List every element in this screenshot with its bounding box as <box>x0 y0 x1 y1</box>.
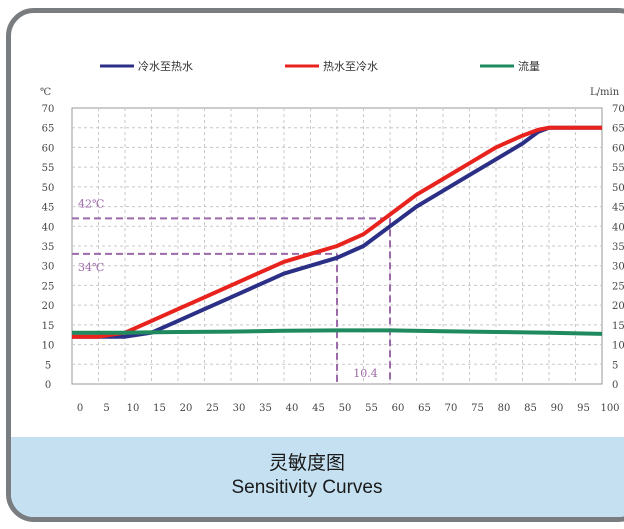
y-axis-right-unit: L/min <box>590 87 620 98</box>
annotation-label-34: 34℃ <box>78 261 104 274</box>
y-tick-label-right: 55 <box>612 163 624 174</box>
x-tick-label: 5 <box>103 403 109 414</box>
x-tick-label: 30 <box>233 403 246 414</box>
tick-labels: 0 5 10 15 20 25 30 35 40 45 50 55 60 65 70 75 80 85 90 95 10… <box>42 104 624 414</box>
x-tick-label: 25 <box>206 403 219 414</box>
y-tick-label-right: 50 <box>612 183 624 194</box>
x-tick-label: 65 <box>418 403 431 414</box>
x-tick-label: 40 <box>286 403 299 414</box>
x-tick-label: 0 <box>77 403 83 414</box>
series-line-0 <box>72 125 602 339</box>
y-tick-label-right: 15 <box>612 321 624 332</box>
x-tick-label: 70 <box>445 403 458 414</box>
y-tick-label-right: 40 <box>612 222 624 233</box>
x-tick-label: 50 <box>339 403 352 414</box>
y-tick-label-left: 10 <box>42 341 55 352</box>
y-tick-label-right: 30 <box>612 262 624 273</box>
y-tick-label-right: 60 <box>612 143 624 154</box>
x-tick-label: 20 <box>180 403 193 414</box>
y-tick-label-right: 25 <box>612 281 624 292</box>
y-tick-label-left: 5 <box>45 360 51 371</box>
y-tick-label-left: 65 <box>42 124 55 135</box>
x-tick-label: 80 <box>498 403 511 414</box>
x-tick-label: 85 <box>524 403 537 414</box>
x-tick-label: 75 <box>471 403 484 414</box>
y-tick-label-right: 20 <box>612 301 624 312</box>
legend-label-0: 冷水至热水 <box>138 60 193 73</box>
series-lines <box>72 125 603 339</box>
y-tick-label-right: 0 <box>612 380 618 391</box>
x-tick-label: 15 <box>153 403 166 414</box>
y-tick-label-left: 25 <box>42 281 55 292</box>
y-axis-left-unit: ℃ <box>40 87 51 98</box>
annotation-label-delta: 10.4 <box>353 367 378 380</box>
y-tick-label-left: 0 <box>45 380 51 391</box>
x-tick-label: 55 <box>365 403 378 414</box>
series-line-1 <box>72 125 602 339</box>
y-tick-label-right: 10 <box>612 341 624 352</box>
y-tick-label-left: 55 <box>42 163 55 174</box>
y-tick-label-left: 20 <box>42 301 55 312</box>
y-tick-label-right: 45 <box>612 203 624 214</box>
y-tick-label-left: 60 <box>42 143 55 154</box>
caption-band <box>11 437 624 517</box>
x-tick-label: 90 <box>551 403 564 414</box>
x-tick-label: 35 <box>259 403 272 414</box>
chart-frame <box>6 8 624 522</box>
annotation-label-42: 42℃ <box>78 197 104 210</box>
y-tick-label-right: 70 <box>612 104 624 115</box>
legend-label-2: 流量 <box>518 59 540 73</box>
y-tick-label-right: 35 <box>612 242 624 253</box>
y-tick-label-left: 40 <box>42 222 55 233</box>
y-tick-label-left: 35 <box>42 242 55 253</box>
caption-title-en: Sensitivity Curves <box>231 477 383 498</box>
x-tick-label: 95 <box>577 403 590 414</box>
legend: 冷水至热水 热水至冷水 流量 <box>100 59 540 73</box>
y-tick-label-left: 70 <box>42 104 55 115</box>
y-tick-label-left: 45 <box>42 203 55 214</box>
caption-title-cn: 灵敏度图 <box>268 452 345 474</box>
series-line-2 <box>72 328 603 336</box>
x-tick-label: 100 <box>600 403 619 414</box>
x-tick-label: 60 <box>392 403 405 414</box>
x-tick-label: 10 <box>127 403 140 414</box>
y-tick-label-left: 30 <box>42 262 55 273</box>
y-tick-label-right: 5 <box>612 360 618 371</box>
y-tick-label-left: 50 <box>42 183 55 194</box>
y-tick-label-right: 65 <box>612 124 624 135</box>
annotations: 42℃ 34℃ 10.4 <box>72 197 391 384</box>
x-tick-label: 45 <box>312 403 325 414</box>
legend-label-1: 热水至冷水 <box>323 60 378 73</box>
y-tick-label-left: 15 <box>42 321 55 332</box>
